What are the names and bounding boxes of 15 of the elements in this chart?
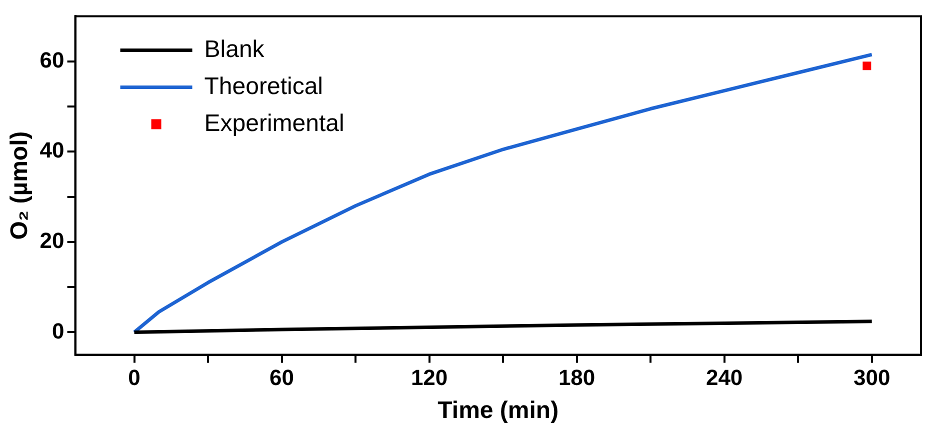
y-axis-title: O₂ (µmol) bbox=[6, 131, 34, 240]
x-tick-label: 180 bbox=[558, 365, 596, 390]
x-tick-label: 0 bbox=[128, 365, 140, 390]
y-tick-label: 60 bbox=[40, 47, 64, 72]
x-tick-label: 240 bbox=[706, 365, 743, 390]
y-tick-label: 40 bbox=[40, 138, 64, 163]
legend-label: Theoretical bbox=[204, 72, 324, 100]
y-tick-label: 0 bbox=[52, 318, 64, 344]
x-tick-label: 60 bbox=[270, 365, 294, 390]
legend-label: Experimental bbox=[204, 110, 344, 137]
x-tick-label: 120 bbox=[410, 365, 448, 390]
x-tick-label: 300 bbox=[853, 365, 890, 390]
legend-label: Blank bbox=[204, 36, 266, 63]
x-axis-title: Time (min) bbox=[438, 397, 559, 424]
y-tick-label: 20 bbox=[40, 228, 64, 253]
